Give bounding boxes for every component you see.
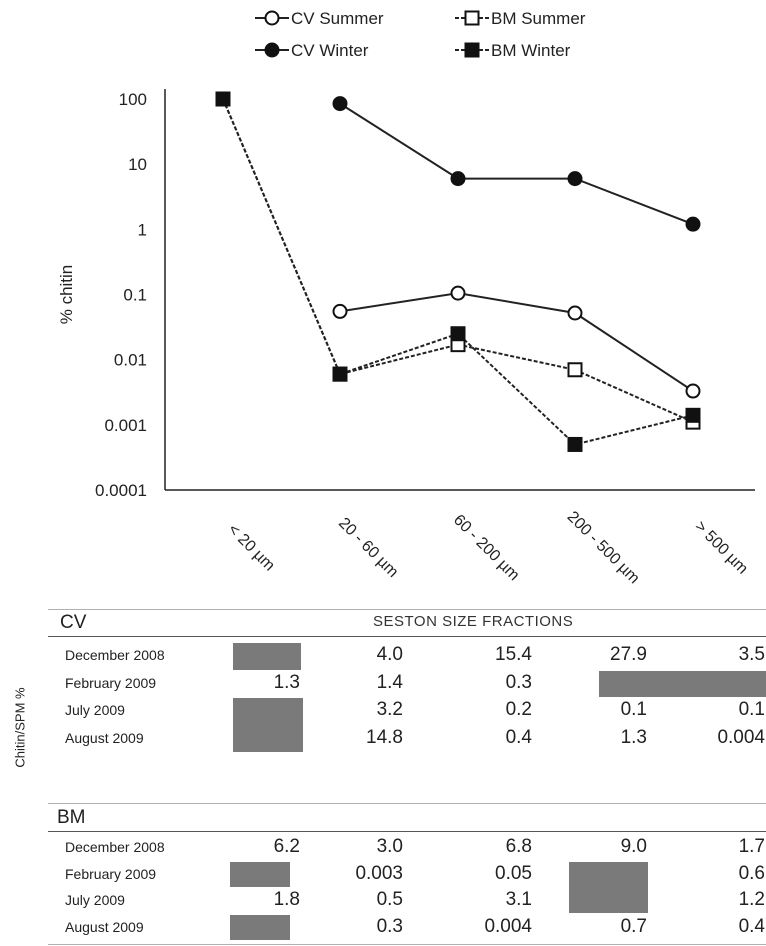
data-point: [567, 362, 583, 378]
chitin-chart: 100 10 1 0.1 0.01 0.001 0.0001 % chitin < 20 µm 2…: [57, 9, 755, 587]
table-cell: 3.1: [505, 889, 532, 910]
table-cell: 0.05: [495, 862, 532, 884]
table-cell: 3.0: [376, 836, 403, 857]
data-point: [332, 366, 348, 382]
y-axis-title: % chitin: [57, 265, 76, 325]
table-cell: 0.1: [738, 699, 765, 720]
table-cell: 3.2: [376, 699, 403, 720]
table-cell: 1.2: [738, 889, 765, 910]
y-tick-label: 0.001: [104, 416, 147, 435]
data-point: [685, 383, 701, 399]
table-cell: 27.9: [610, 644, 647, 665]
row-label: July 2009: [65, 702, 125, 718]
data-point: [332, 96, 348, 112]
series-line: [222, 98, 694, 446]
legend-label: BM Summer: [491, 9, 586, 28]
x-tick-label: < 20 µm: [224, 521, 277, 574]
table-cell: 0.004: [717, 726, 765, 748]
series-line: [339, 292, 694, 392]
empty-cell-shade: [233, 698, 303, 752]
empty-cell-shade: [230, 914, 290, 940]
y-tick-label: 10: [128, 155, 147, 174]
table-cell: 0.003: [355, 862, 403, 884]
legend-marker: [264, 42, 280, 58]
legend-label: CV Winter: [291, 41, 369, 60]
table-cell: 0.2: [505, 699, 532, 720]
x-tick-label: 20 - 60 µm: [335, 515, 401, 581]
empty-cell-shade: [569, 861, 648, 913]
row-label: July 2009: [65, 892, 125, 908]
group-label-bm: BM: [57, 807, 86, 828]
table-cell: 0.004: [484, 915, 532, 937]
table-top-rule: [48, 609, 766, 610]
y-tick-label: 100: [119, 90, 147, 109]
table-cell: 0.7: [620, 915, 647, 937]
table-cell: 0.4: [505, 726, 532, 748]
table-cell: 0.6: [738, 862, 765, 884]
table-cell: 14.8: [366, 726, 403, 748]
table-cell: 0.3: [376, 915, 403, 937]
table-cell: 6.2: [273, 836, 300, 857]
series-line: [339, 102, 694, 226]
data-point: [332, 303, 348, 319]
table-cell: 1.4: [376, 671, 403, 693]
table-cell: 0.5: [376, 889, 403, 910]
table-bottom-rule: [48, 944, 766, 945]
data-point: [450, 171, 466, 187]
table-header: SESTON SIZE FRACTIONS: [373, 613, 574, 630]
table-cell: 4.0: [376, 644, 403, 665]
data-point: [450, 285, 466, 301]
legend-label: BM Winter: [491, 41, 571, 60]
x-tick-label: 60 - 200 µm: [450, 512, 523, 585]
legend-label: CV Summer: [291, 9, 384, 28]
table-cell: 1.3: [273, 671, 300, 693]
y-tick-label: 0.1: [123, 286, 147, 305]
data-point: [567, 436, 583, 452]
data-point: [685, 407, 701, 423]
row-label: February 2009: [65, 674, 157, 691]
group-label-cv: CV: [60, 612, 87, 633]
table-cell: 0.3: [505, 671, 532, 693]
legend-marker: [464, 42, 480, 58]
row-label: December 2008: [65, 647, 165, 663]
bm-top-rule: [48, 803, 766, 804]
table-side-label: Chitin/SPM %: [12, 687, 28, 768]
y-tick-label: 0.01: [114, 351, 147, 370]
data-point: [215, 91, 231, 107]
empty-cell-shade: [230, 861, 290, 887]
y-tick-label: 1: [138, 220, 147, 239]
bm-header-rule: [48, 831, 766, 832]
data-point: [567, 171, 583, 187]
table-cell: 15.4: [495, 644, 532, 665]
series-line: [222, 98, 694, 424]
table-cell: 3.5: [738, 644, 765, 665]
empty-cell-shade: [599, 670, 766, 697]
x-tick-label: > 500 µm: [691, 518, 751, 578]
table-cell: 0.1: [620, 699, 647, 720]
y-tick-label: 0.0001: [95, 481, 147, 500]
table-cell: 0.4: [738, 915, 765, 937]
empty-cell-shade: [233, 643, 301, 670]
data-point: [567, 305, 583, 321]
row-label: February 2009: [65, 865, 157, 882]
cv-header-rule: [48, 636, 766, 637]
x-tick-label: 200 - 500 µm: [564, 508, 643, 587]
row-label: August 2009: [65, 918, 144, 935]
legend-marker: [264, 10, 280, 26]
table-cell: 1.7: [738, 836, 765, 857]
data-point: [685, 216, 701, 232]
data-point: [450, 326, 466, 342]
table-cell: 9.0: [620, 836, 647, 857]
row-label: December 2008: [65, 839, 165, 855]
table-cell: 1.8: [273, 889, 300, 910]
table-cell: 1.3: [620, 726, 647, 748]
table-cell: 6.8: [505, 836, 532, 857]
legend-marker: [464, 10, 480, 26]
row-label: August 2009: [65, 729, 144, 746]
